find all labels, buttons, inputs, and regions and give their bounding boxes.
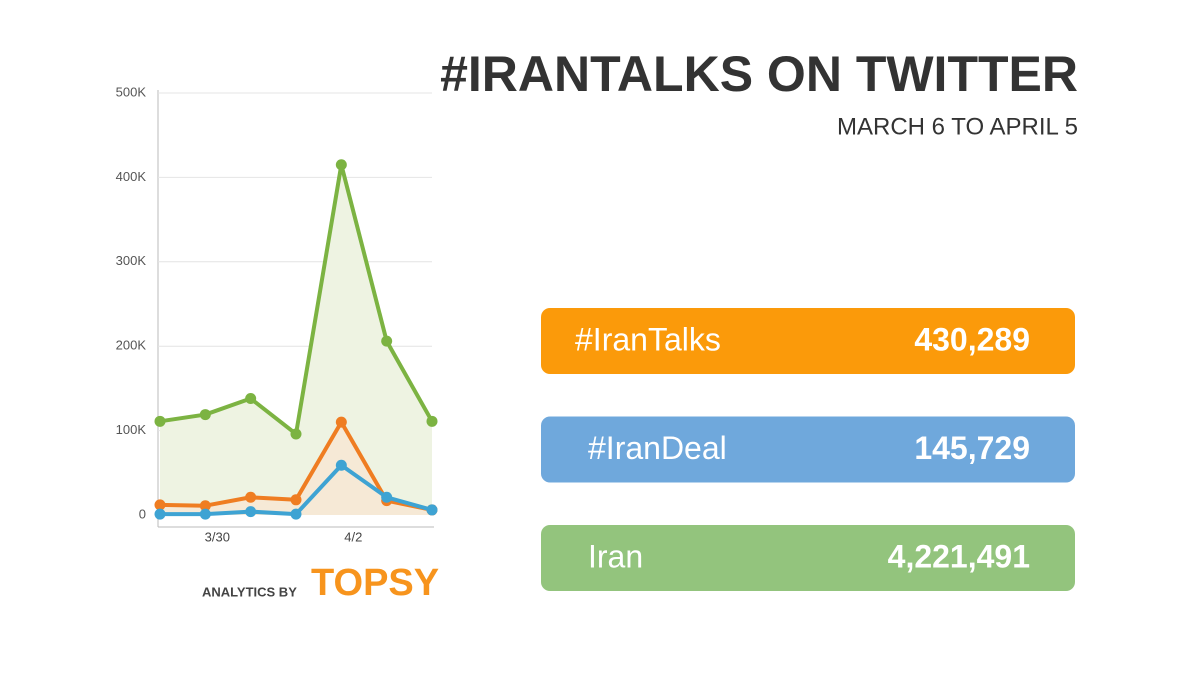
summary-value: 430,289 [914,321,1030,357]
point [335,416,347,428]
summary-box [541,525,1075,591]
point [426,504,438,516]
summary-value: 4,221,491 [888,538,1030,574]
summary-value: 145,729 [914,430,1030,466]
title: #IRANTALKS ON TWITTER [440,46,1078,102]
point [199,508,211,520]
point [381,491,393,503]
point [154,499,166,511]
point [381,335,393,347]
x-tick-label: 4/2 [344,529,362,544]
summary-label: #IranTalks [575,321,721,357]
point [154,508,166,520]
point [245,393,257,405]
point [199,409,211,421]
point [154,415,166,427]
summary-box [541,416,1075,483]
summary-label: #IranDeal [588,430,727,466]
point [290,428,302,440]
point [335,159,347,171]
point [245,506,257,518]
credit-prefix: ANALYTICS BY [202,584,297,599]
area [160,164,432,516]
y-tick-label: 200K [116,338,147,353]
point [199,500,211,512]
y-tick-label: 0 [139,506,146,521]
y-tick-label: 100K [116,422,147,437]
x-tick-label: 3/30 [205,529,230,544]
summary-label: Iran [588,538,643,574]
point [245,491,257,503]
summary-box [541,308,1075,374]
y-tick-label: 400K [116,169,147,184]
area [160,422,432,515]
subtitle: MARCH 6 TO APRIL 5 [837,113,1078,140]
y-tick-label: 300K [116,253,147,268]
point [426,415,438,427]
point [335,459,347,471]
credit-brand: TOPSY [311,562,439,604]
y-tick-label: 500K [116,84,147,99]
point [290,508,302,520]
point [290,494,302,506]
